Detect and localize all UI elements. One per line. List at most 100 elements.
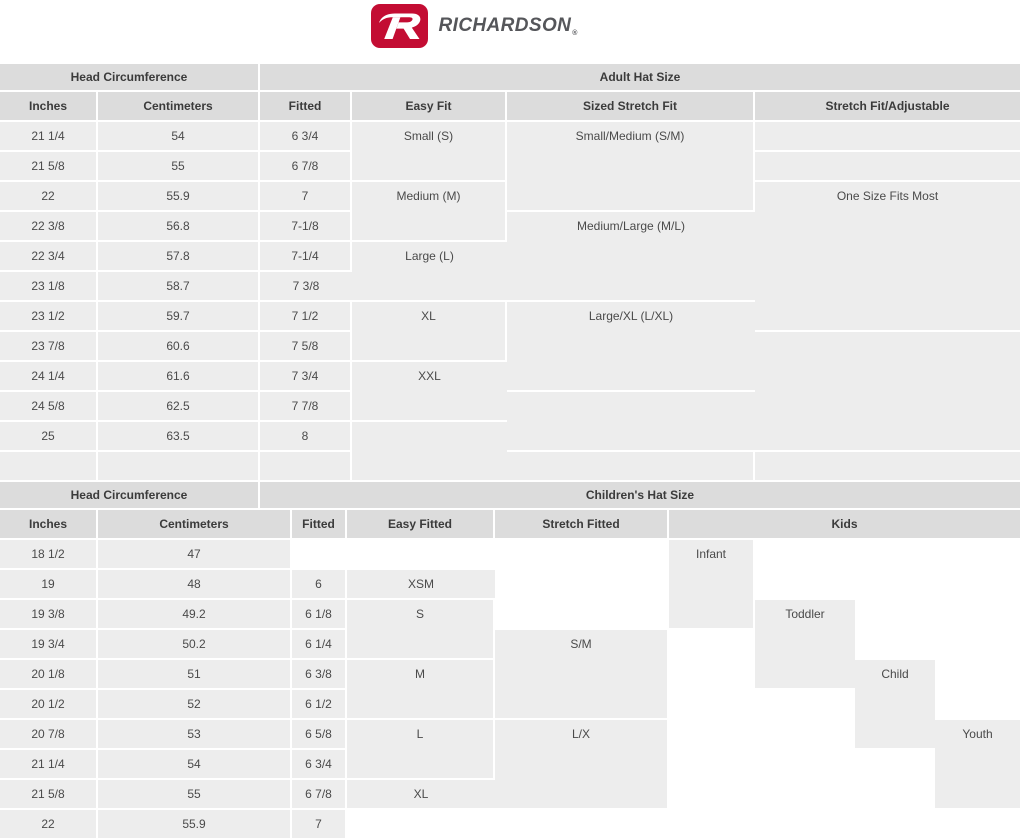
table-row: 23 1/8 58.7 7 3/8 xyxy=(0,272,1020,302)
inches-cell: 20 1/2 xyxy=(0,690,98,720)
adult-col-header-easy-fit: Easy Fit xyxy=(352,92,507,122)
adult-hat-size-header: Adult Hat Size xyxy=(260,64,1020,92)
inches-cell: 24 5/8 xyxy=(0,392,98,422)
table-row: 19 3/8 49.2 6 1/8 S Toddler xyxy=(0,600,1020,690)
fitted-cell: 7 5/8 xyxy=(260,332,352,362)
inches-cell: 24 1/4 xyxy=(0,362,98,392)
table-row: 21 5/8 55 6 7/8 XL xyxy=(0,780,1020,810)
table-row: 21 1/4 54 6 3/4 Small (S) Small/Medium (… xyxy=(0,122,1020,212)
fitted-cell: 7 1/2 xyxy=(260,302,352,332)
inches-cell: 19 3/4 xyxy=(0,630,98,660)
stretch-adjustable-empty-cell xyxy=(755,332,1020,452)
table-row: 19 48 6 XSM xyxy=(0,570,1020,600)
fitted-cell: 6 1/8 xyxy=(292,600,347,630)
adult-column-header-row: Inches Centimeters Fitted Easy Fit Sized… xyxy=(0,92,1020,122)
children-col-header-centimeters: Centimeters xyxy=(98,510,292,540)
stretch-fitted-blank-cell xyxy=(495,810,669,840)
children-col-header-inches: Inches xyxy=(0,510,98,540)
sized-stretch-cell: Small/Medium (S/M) xyxy=(507,122,755,212)
fitted-cell: 7 xyxy=(260,182,352,212)
table-row: 22 3/4 57.8 7-1/4 Large (L) xyxy=(0,242,1020,302)
inches-cell: 22 xyxy=(0,182,98,212)
fitted-cell: 6 5/8 xyxy=(292,720,347,750)
centimeters-cell: 55.9 xyxy=(98,810,292,840)
children-col-header-fitted: Fitted xyxy=(292,510,347,540)
fitted-cell: 7 7/8 xyxy=(260,392,352,422)
easy-fitted-blank-cell xyxy=(347,540,495,570)
children-group-header-row: Head Circumference Children's Hat Size xyxy=(0,482,1020,510)
inches-cell: 20 7/8 xyxy=(0,720,98,750)
easy-fitted-cell: L xyxy=(347,720,495,780)
infant-cell: Infant xyxy=(669,540,755,630)
centimeters-cell: 48 xyxy=(98,570,292,600)
centimeters-cell: 50.2 xyxy=(98,630,292,660)
toddler-blank-cell xyxy=(755,690,855,840)
sized-stretch-cell: Medium/Large (M/L) xyxy=(507,212,755,302)
inches-cell: 23 1/2 xyxy=(0,302,98,332)
inches-cell: 25 xyxy=(0,422,98,452)
fitted-cell: 7 3/8 xyxy=(260,272,352,302)
adult-group-header-row: Head Circumference Adult Hat Size xyxy=(0,64,1020,92)
child-blank-cell xyxy=(855,750,935,840)
stretch-adjustable-empty-cell xyxy=(755,122,1020,152)
registered-mark: ® xyxy=(572,30,578,37)
fitted-cell: 8 xyxy=(260,422,352,452)
table-row: 23 1/2 59.7 7 1/2 XL Large/XL (L/XL) xyxy=(0,302,1020,392)
youth-blank-cell xyxy=(935,810,1020,840)
fitted-cell: 6 7/8 xyxy=(292,780,347,810)
centimeters-cell: 59.7 xyxy=(98,302,260,332)
inches-cell: 22 xyxy=(0,810,98,840)
richardson-r-icon xyxy=(370,4,428,48)
table-row: 24 1/4 61.6 7 3/4 XXL xyxy=(0,362,1020,422)
centimeters-cell: 55 xyxy=(98,780,292,810)
stretch-adjustable-empty-cell xyxy=(755,452,1020,482)
centimeters-cell: 54 xyxy=(98,750,292,780)
centimeters-cell: 52 xyxy=(98,690,292,720)
centimeters-cell: 55 xyxy=(98,152,260,182)
fitted-cell: 6 xyxy=(292,570,347,600)
inches-cell: 22 3/8 xyxy=(0,212,98,242)
centimeters-cell: 54 xyxy=(98,122,260,152)
children-col-header-kids: Kids xyxy=(669,510,1020,540)
easy-fit-cell: XL xyxy=(352,302,507,362)
stretch-fitted-cell: L/X xyxy=(495,720,669,810)
inches-cell: 21 5/8 xyxy=(0,152,98,182)
centimeters-cell: 51 xyxy=(98,660,292,690)
easy-fitted-blank-cell xyxy=(347,810,495,840)
table-row: 19 3/4 50.2 6 1/4 S/M xyxy=(0,630,1020,840)
centimeters-cell: 49.2 xyxy=(98,600,292,630)
child-blank-cell xyxy=(855,540,935,660)
child-cell: Child xyxy=(855,660,935,750)
toddler-cell: Toddler xyxy=(755,600,855,690)
children-col-header-easy-fitted: Easy Fitted xyxy=(347,510,495,540)
inches-cell: 21 1/4 xyxy=(0,122,98,152)
easy-fit-cell: XXL xyxy=(352,362,507,422)
inches-cell: 21 5/8 xyxy=(0,780,98,810)
stretch-fitted-cell: S/M xyxy=(495,630,669,720)
easy-fit-empty-cell xyxy=(352,422,507,482)
table-row: 25 63.5 8 xyxy=(0,422,1020,482)
inches-cell: 21 1/4 xyxy=(0,750,98,780)
easy-fitted-cell: M xyxy=(347,660,495,720)
fitted-cell: 7 xyxy=(292,810,347,840)
table-row: 21 5/8 55 6 7/8 xyxy=(0,152,1020,182)
adult-hat-size-table: Inches Centimeters Fitted Easy Fit Sized… xyxy=(0,92,1020,482)
one-size-fits-most-cell: One Size Fits Most xyxy=(755,182,1020,332)
adult-col-header-fitted: Fitted xyxy=(260,92,352,122)
fitted-cell: 6 3/4 xyxy=(292,750,347,780)
fitted-cell: 7 3/4 xyxy=(260,362,352,392)
easy-fit-cell: Small (S) xyxy=(352,122,507,182)
brand-header: RICHARDSON ® xyxy=(0,0,984,50)
fitted-cell: 7-1/8 xyxy=(260,212,352,242)
stretch-adjustable-empty-cell xyxy=(755,152,1020,182)
inches-cell: 23 1/8 xyxy=(0,272,98,302)
inches-cell: 23 7/8 xyxy=(0,332,98,362)
brand-name: RICHARDSON xyxy=(438,15,572,36)
centimeters-cell: 55.9 xyxy=(98,182,260,212)
table-row: 22 55.9 7 Medium (M) One Size Fits Most xyxy=(0,182,1020,332)
table-row: 18 1/2 47 Infant xyxy=(0,540,1020,720)
fitted-cell: 6 3/8 xyxy=(292,660,347,690)
inches-cell: 18 1/2 xyxy=(0,540,98,570)
children-hat-size-table: Inches Centimeters Fitted Easy Fitted St… xyxy=(0,510,1020,840)
table-row: 20 7/8 53 6 5/8 L L/X Youth xyxy=(0,720,1020,810)
